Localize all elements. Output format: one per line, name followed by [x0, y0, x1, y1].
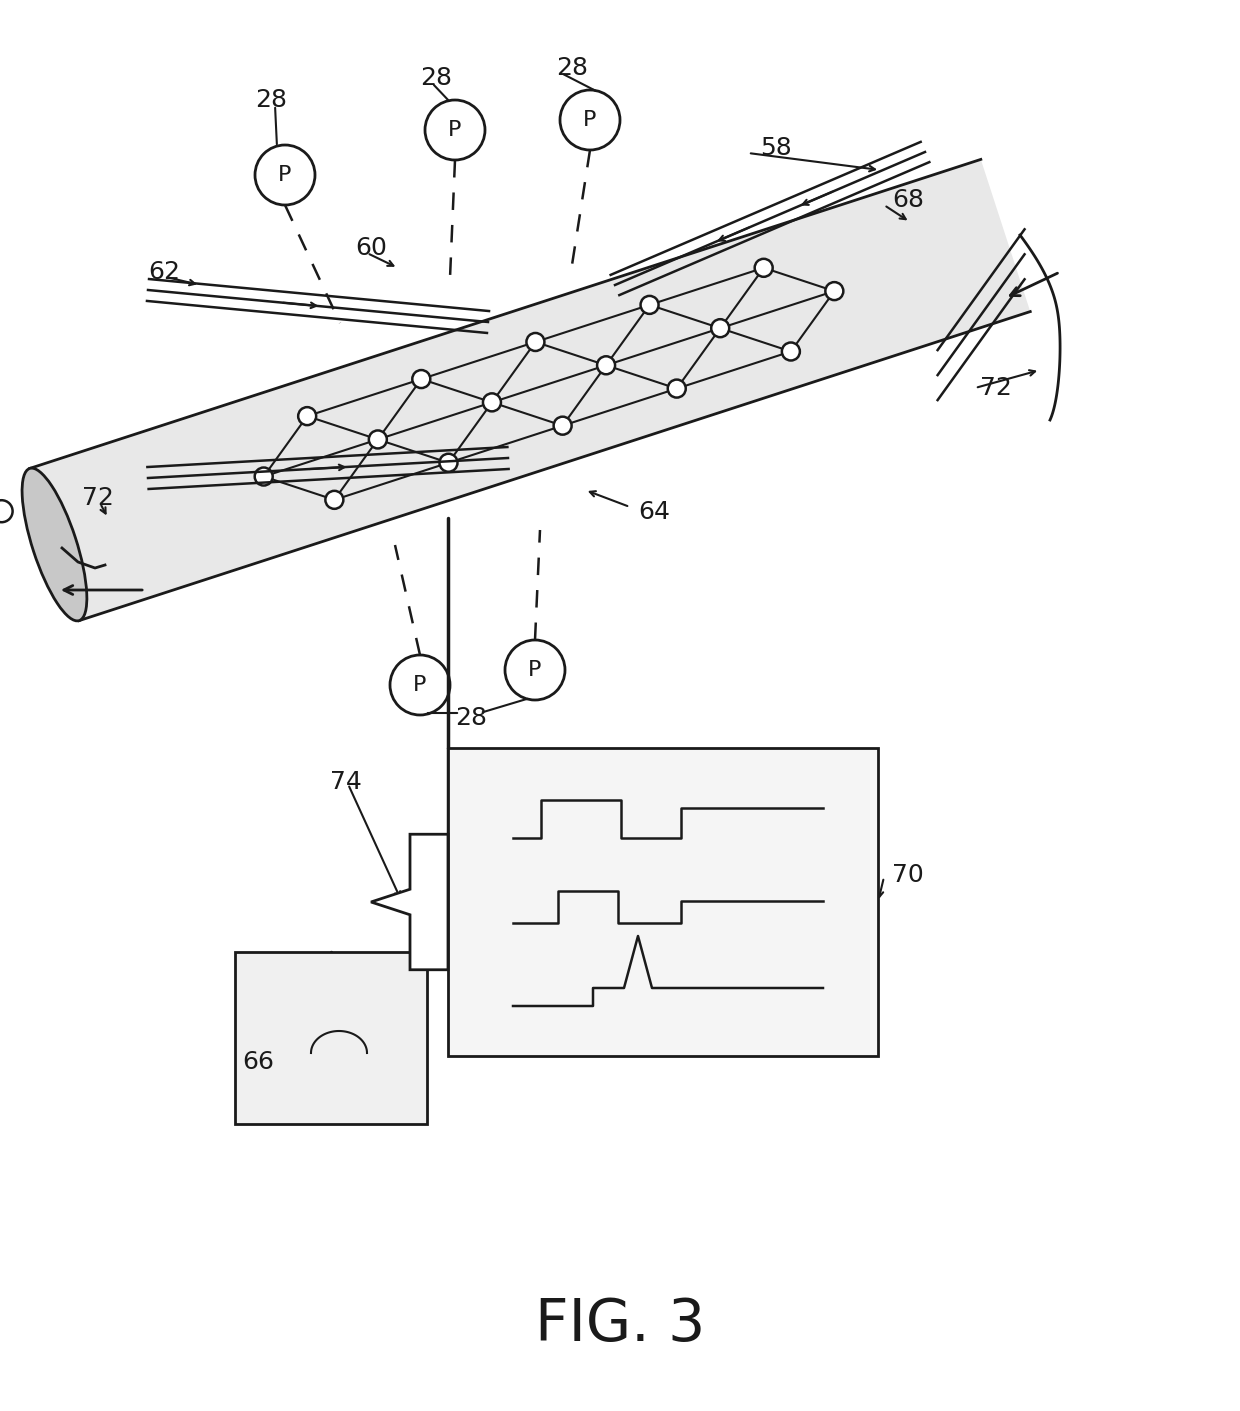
Text: 72: 72 — [980, 375, 1012, 399]
Circle shape — [553, 416, 572, 435]
Circle shape — [325, 491, 343, 509]
Circle shape — [254, 467, 273, 485]
Text: 64: 64 — [639, 499, 670, 523]
Circle shape — [755, 258, 773, 277]
Ellipse shape — [22, 468, 87, 621]
Bar — [236, 952, 427, 1125]
Text: P: P — [413, 674, 427, 696]
Circle shape — [439, 454, 458, 471]
Circle shape — [712, 319, 729, 337]
Text: 72: 72 — [82, 485, 114, 509]
Circle shape — [826, 282, 843, 301]
Circle shape — [482, 394, 501, 412]
Text: 74: 74 — [330, 770, 362, 794]
Text: P: P — [449, 120, 461, 140]
Text: 60: 60 — [355, 236, 387, 260]
Circle shape — [412, 370, 430, 388]
Circle shape — [598, 357, 615, 374]
Text: 28: 28 — [556, 56, 588, 80]
Text: 68: 68 — [892, 188, 924, 212]
Bar — [448, 748, 878, 1055]
Text: 66: 66 — [242, 1050, 274, 1074]
Circle shape — [368, 430, 387, 449]
Circle shape — [641, 296, 658, 313]
Text: P: P — [528, 660, 542, 680]
Text: 28: 28 — [420, 66, 453, 90]
Circle shape — [298, 408, 316, 425]
Polygon shape — [371, 834, 448, 969]
Text: 28: 28 — [255, 87, 286, 111]
Circle shape — [668, 380, 686, 398]
Text: 70: 70 — [892, 864, 924, 888]
Text: 28: 28 — [455, 706, 487, 729]
Circle shape — [782, 343, 800, 360]
Polygon shape — [30, 159, 1030, 621]
Text: P: P — [278, 165, 291, 185]
Circle shape — [527, 333, 544, 351]
Text: P: P — [583, 110, 596, 130]
Text: 62: 62 — [148, 260, 180, 284]
Text: 58: 58 — [760, 135, 792, 159]
Circle shape — [0, 501, 12, 522]
Text: FIG. 3: FIG. 3 — [534, 1297, 706, 1353]
